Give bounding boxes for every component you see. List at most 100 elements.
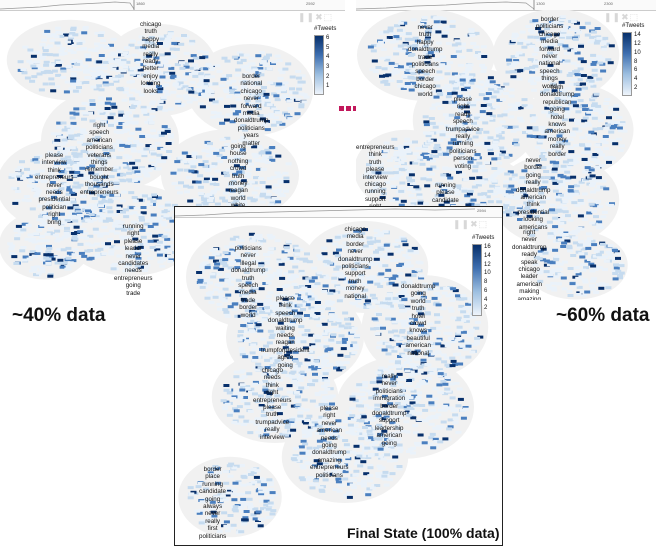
- heatmap-cell: [403, 142, 410, 145]
- heatmap-cell: [558, 221, 565, 225]
- heatmap-cell: [32, 158, 39, 162]
- heatmap-cell: [26, 175, 33, 179]
- heatmap-cell: [323, 401, 330, 405]
- heatmap-cell: [468, 309, 475, 313]
- export-icon[interactable]: ⬚: [629, 12, 640, 22]
- close-icon[interactable]: ✖: [621, 12, 630, 22]
- heatmap-cell: [557, 238, 564, 242]
- heatmap-cell: [388, 171, 395, 175]
- heatmap-cell: [397, 272, 404, 275]
- heatmap-cell: [29, 79, 36, 83]
- heatmap-cell: [102, 209, 109, 213]
- heatmap-cell: [222, 287, 229, 291]
- heatmap-cell: [540, 90, 547, 94]
- heatmap-cell: [523, 201, 530, 205]
- heatmap-cell: [60, 203, 67, 207]
- heatmap-cell: [397, 84, 404, 88]
- heatmap-cell: [441, 186, 448, 189]
- close-icon[interactable]: ✖: [315, 12, 324, 22]
- cluster-word: never: [243, 95, 259, 103]
- heatmap-cell: [233, 199, 240, 203]
- heatmap-cell: [267, 251, 274, 255]
- heatmap-cell: [457, 328, 464, 332]
- heatmap-cell: [407, 141, 414, 145]
- heatmap-cell: [72, 188, 79, 192]
- heatmap-cell: [263, 55, 270, 59]
- pause-icon[interactable]: ❚❚: [604, 12, 622, 22]
- heatmap-cell: [102, 219, 109, 223]
- cluster-word: truth: [369, 158, 382, 166]
- heatmap-cell: [277, 76, 284, 80]
- heatmap-cell: [443, 200, 450, 204]
- heatmap-cell: [236, 338, 243, 342]
- heatmap-cell: [460, 82, 467, 86]
- heatmap-cell: [263, 344, 269, 348]
- close-icon[interactable]: ✖: [470, 219, 479, 229]
- heatmap-cell: [46, 244, 52, 248]
- heatmap-cell: [100, 120, 107, 124]
- heatmap-cell: [54, 218, 61, 222]
- heatmap-cell: [487, 116, 494, 120]
- heatmap-cell: [391, 349, 398, 353]
- heatmap-svg: [178, 221, 489, 538]
- heatmap-cell: [43, 46, 50, 50]
- heatmap-cell: [388, 281, 395, 285]
- heatmap-cell: [36, 271, 43, 275]
- heatmap-cell: [291, 294, 298, 298]
- heatmap-cell: [590, 158, 597, 162]
- cluster-word: right: [523, 229, 536, 236]
- heatmap-cell: [101, 252, 108, 256]
- heatmap-cell: [217, 97, 224, 101]
- heatmap-cell: [155, 79, 162, 83]
- heatmap-cell: [301, 286, 308, 290]
- heatmap-cell: [372, 187, 379, 190]
- cluster-word: please: [436, 189, 455, 197]
- heatmap-cell: [90, 85, 97, 89]
- heatmap-cell: [403, 85, 410, 89]
- heatmap-cell: [42, 49, 49, 52]
- heatmap-cell: [590, 30, 597, 34]
- heatmap-cell: [229, 91, 236, 94]
- heatmap-cell: [309, 313, 316, 317]
- cluster-word: truth: [419, 31, 432, 39]
- heatmap-cell: [366, 166, 373, 170]
- heatmap-cell: [418, 274, 425, 278]
- heatmap-cell: [111, 53, 118, 57]
- export-icon[interactable]: ⬚: [323, 12, 334, 22]
- timeline-slider[interactable]: 1300 2300: [356, 0, 656, 11]
- heatmap-cell: [55, 61, 62, 64]
- cluster-word: ready: [142, 58, 159, 66]
- export-icon[interactable]: ⬚: [478, 219, 489, 229]
- heatmap-cell: [596, 55, 603, 58]
- heatmap-cell: [323, 345, 330, 349]
- heatmap-cell: [477, 128, 484, 131]
- heatmap-cell: [414, 340, 420, 344]
- heatmap-cell: [466, 199, 473, 203]
- cluster-word: media: [242, 110, 260, 118]
- timeline-slider[interactable]: 1860 2592: [0, 0, 345, 11]
- heatmap-cell: [460, 310, 467, 314]
- heatmap-cell: [313, 317, 320, 321]
- heatmap-cell: [190, 66, 196, 70]
- heatmap-cell: [62, 140, 69, 144]
- pause-icon[interactable]: ❚❚: [298, 12, 316, 22]
- cluster-word: really: [455, 133, 471, 141]
- heatmap-cell: [590, 190, 597, 194]
- heatmap-cell: [270, 62, 276, 65]
- heatmap-cell: [538, 135, 545, 139]
- heatmap-cell: [368, 155, 375, 159]
- heatmap-cell: [518, 181, 525, 184]
- timeline-slider[interactable]: 2594: [175, 207, 502, 218]
- heatmap-cell: [400, 32, 406, 36]
- cluster-word: years: [243, 132, 259, 140]
- heatmap-cell: [603, 147, 610, 151]
- heatmap-cell: [590, 39, 597, 43]
- heatmap-cell: [427, 51, 434, 55]
- heatmap-cell: [418, 323, 425, 327]
- heatmap-cell: [199, 56, 206, 60]
- heatmap-cell: [443, 135, 450, 139]
- heatmap-cell: [245, 159, 252, 163]
- pause-icon[interactable]: ❚❚: [453, 219, 471, 229]
- heatmap-cell: [151, 195, 158, 198]
- heatmap-cell: [161, 235, 168, 239]
